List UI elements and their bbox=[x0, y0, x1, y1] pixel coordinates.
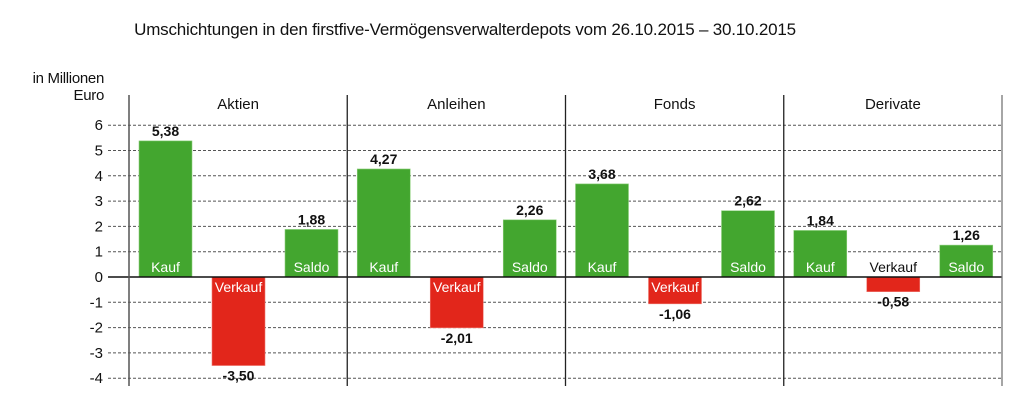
bar-kauf bbox=[793, 230, 848, 278]
panel-title: Fonds bbox=[654, 96, 696, 113]
y-tick-label: -2 bbox=[90, 320, 103, 337]
category-label: Saldo bbox=[730, 259, 766, 275]
data-label: 2,62 bbox=[734, 193, 761, 209]
bar-verkauf bbox=[211, 276, 266, 366]
category-label: Verkauf bbox=[651, 279, 699, 295]
category-label: Kauf bbox=[151, 259, 180, 275]
bar-verkauf bbox=[429, 276, 484, 329]
bar-saldo bbox=[939, 244, 994, 278]
panels: Aktien Anleihen Fonds Derivate bbox=[217, 96, 921, 113]
data-label: 1,88 bbox=[298, 211, 325, 227]
bar-saldo bbox=[721, 210, 775, 278]
panel-title: Anleihen bbox=[427, 96, 485, 113]
y-tick-label: 4 bbox=[95, 168, 103, 185]
axes bbox=[108, 95, 1003, 386]
data-label: -3,50 bbox=[223, 368, 255, 384]
data-label: 4,27 bbox=[370, 151, 397, 167]
y-axis-label-line-1: in Millionen bbox=[32, 70, 105, 87]
category-label: Kauf bbox=[806, 259, 835, 275]
chart-title: Umschichtungen in den firstfive-Vermögen… bbox=[134, 20, 796, 39]
y-axis-label: in Millionen Euro bbox=[0, 70, 105, 104]
data-label: 3,68 bbox=[588, 166, 615, 182]
bar-kauf bbox=[575, 183, 629, 278]
y-tick-label: 2 bbox=[95, 218, 103, 235]
panel-title: Aktien bbox=[217, 96, 259, 113]
category-label: Verkauf bbox=[215, 279, 263, 295]
data-label: 5,38 bbox=[152, 123, 179, 139]
category-label: Verkauf bbox=[870, 259, 918, 275]
bar-saldo bbox=[284, 229, 339, 278]
y-tick-label: -3 bbox=[90, 345, 103, 362]
bar-kauf bbox=[138, 140, 193, 278]
panel-title: Derivate bbox=[865, 96, 921, 113]
category-label: Saldo bbox=[294, 259, 330, 275]
y-tick-label: 0 bbox=[95, 269, 103, 286]
y-axis-label-line-2: Euro bbox=[73, 87, 105, 104]
data-label: -1,06 bbox=[659, 306, 691, 322]
data-label: -2,01 bbox=[441, 330, 473, 346]
y-tick-label: 6 bbox=[95, 117, 103, 134]
y-tick-label: 5 bbox=[95, 143, 103, 160]
category-label: Kauf bbox=[369, 259, 398, 275]
category-label: Kauf bbox=[588, 259, 617, 275]
y-tick-label: -1 bbox=[90, 294, 103, 311]
data-label: 2,26 bbox=[516, 202, 543, 218]
bars: 5,38 Kauf -3,50 Verkauf 1,88 Saldo 4,27 Kauf -2,… bbox=[138, 123, 994, 384]
data-label: -0,58 bbox=[877, 294, 909, 310]
y-tick-label: -4 bbox=[90, 370, 103, 387]
category-label: Saldo bbox=[948, 259, 984, 275]
bar-saldo bbox=[502, 219, 557, 278]
category-label: Saldo bbox=[512, 259, 548, 275]
y-tick-label: 1 bbox=[95, 244, 103, 261]
bar-verkauf bbox=[866, 276, 921, 292]
category-label: Verkauf bbox=[433, 279, 481, 295]
y-ticks: 6 5 4 3 2 1 0 -1 -2 -3 -4 bbox=[90, 117, 103, 387]
data-label: 1,26 bbox=[953, 227, 980, 243]
data-label: 1,84 bbox=[807, 212, 834, 228]
y-tick-label: 3 bbox=[95, 193, 103, 210]
bar-verkauf bbox=[648, 276, 702, 305]
